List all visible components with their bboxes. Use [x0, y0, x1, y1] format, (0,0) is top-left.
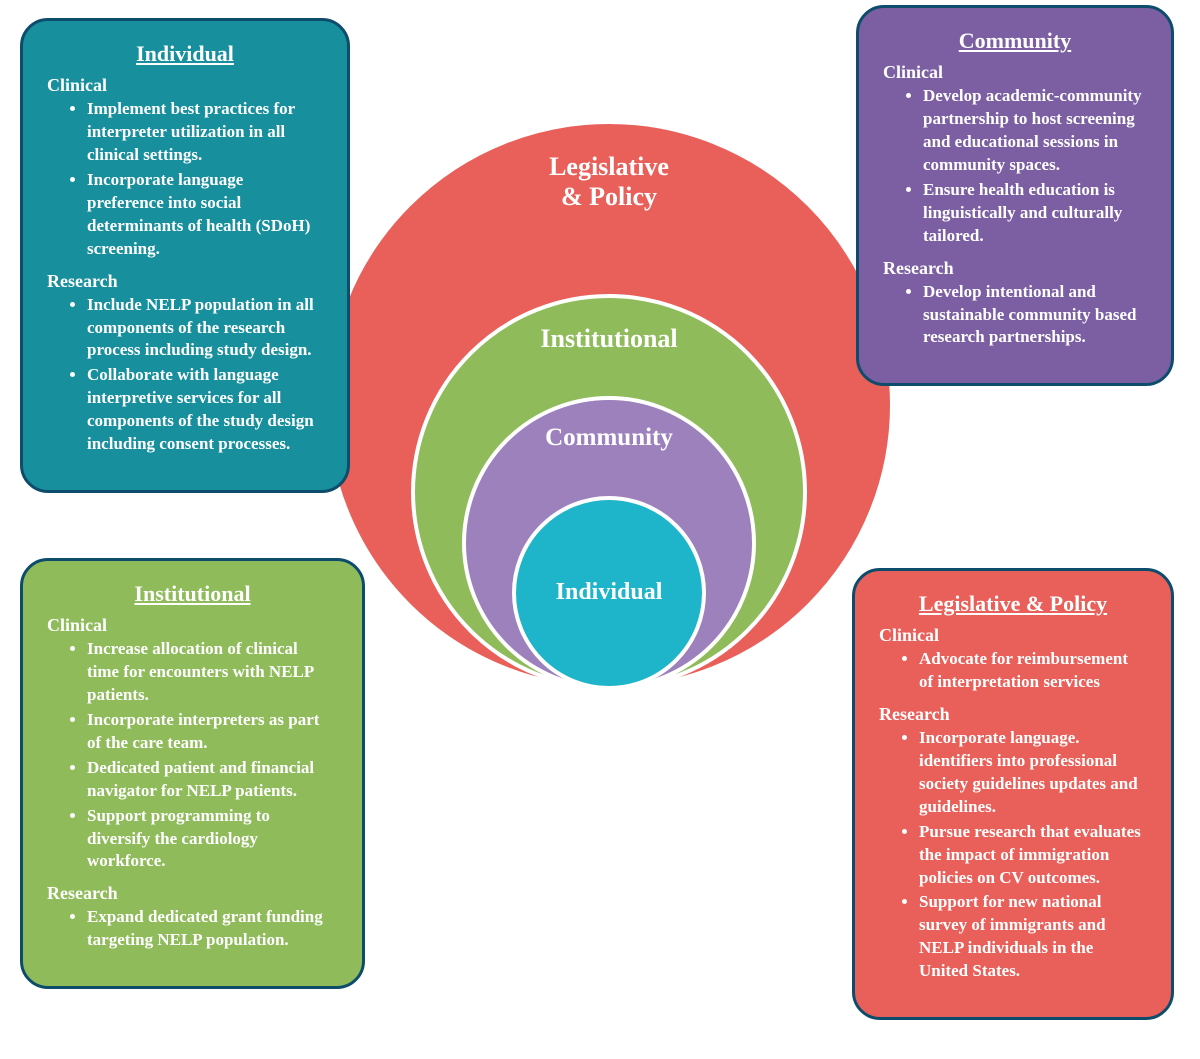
item-list: Develop intentional and sustainable comm… [883, 281, 1147, 350]
box-body: ClinicalIncrease allocation of clinical … [47, 615, 338, 952]
item-list: Expand dedicated grant funding targeting… [47, 906, 338, 952]
section-label: Clinical [883, 62, 1147, 83]
section-label: Research [47, 883, 338, 904]
list-item: Collaborate with language interpretive s… [87, 364, 323, 456]
item-list: Advocate for reimbursement of interpreta… [879, 648, 1147, 694]
list-item: Expand dedicated grant funding targeting… [87, 906, 338, 952]
list-item: Include NELP population in all component… [87, 294, 323, 363]
list-item: Incorporate language preference into soc… [87, 169, 323, 261]
section-label: Clinical [47, 75, 323, 96]
section-label: Research [883, 258, 1147, 279]
circle-individual: Individual [512, 496, 706, 690]
box-legislative: Legislative & Policy ClinicalAdvocate fo… [852, 568, 1174, 1020]
list-item: Develop intentional and sustainable comm… [923, 281, 1147, 350]
list-item: Implement best practices for interpreter… [87, 98, 323, 167]
list-item: Incorporate language. identifiers into p… [919, 727, 1147, 819]
list-item: Incorporate interpreters as part of the … [87, 709, 338, 755]
box-title: Institutional [47, 581, 338, 607]
box-community: Community ClinicalDevelop academic-commu… [856, 5, 1174, 386]
box-title: Legislative & Policy [879, 591, 1147, 617]
section-label: Clinical [47, 615, 338, 636]
item-list: Increase allocation of clinical time for… [47, 638, 338, 873]
list-item: Advocate for reimbursement of interpreta… [919, 648, 1147, 694]
section-label: Clinical [879, 625, 1147, 646]
list-item: Develop academic-community partnership t… [923, 85, 1147, 177]
list-item: Pursue research that evaluates the impac… [919, 821, 1147, 890]
box-institutional: Institutional ClinicalIncrease allocatio… [20, 558, 365, 989]
list-item: Support programming to diversify the car… [87, 805, 338, 874]
list-item: Support for new national survey of immig… [919, 891, 1147, 983]
item-list: Include NELP population in all component… [47, 294, 323, 457]
item-list: Implement best practices for interpreter… [47, 98, 323, 261]
item-list: Develop academic-community partnership t… [883, 85, 1147, 248]
box-body: ClinicalAdvocate for reimbursement of in… [879, 625, 1147, 983]
list-item: Ensure health education is linguisticall… [923, 179, 1147, 248]
box-individual: Individual ClinicalImplement best practi… [20, 18, 350, 493]
list-item: Dedicated patient and financial navigato… [87, 757, 338, 803]
nested-circles-diagram: Legislative& Policy Institutional Commun… [320, 200, 898, 690]
box-title: Community [883, 28, 1147, 54]
box-body: ClinicalDevelop academic-community partn… [883, 62, 1147, 349]
section-label: Research [879, 704, 1147, 725]
list-item: Increase allocation of clinical time for… [87, 638, 338, 707]
item-list: Incorporate language. identifiers into p… [879, 727, 1147, 983]
box-title: Individual [47, 41, 323, 67]
box-body: ClinicalImplement best practices for int… [47, 75, 323, 456]
section-label: Research [47, 271, 323, 292]
